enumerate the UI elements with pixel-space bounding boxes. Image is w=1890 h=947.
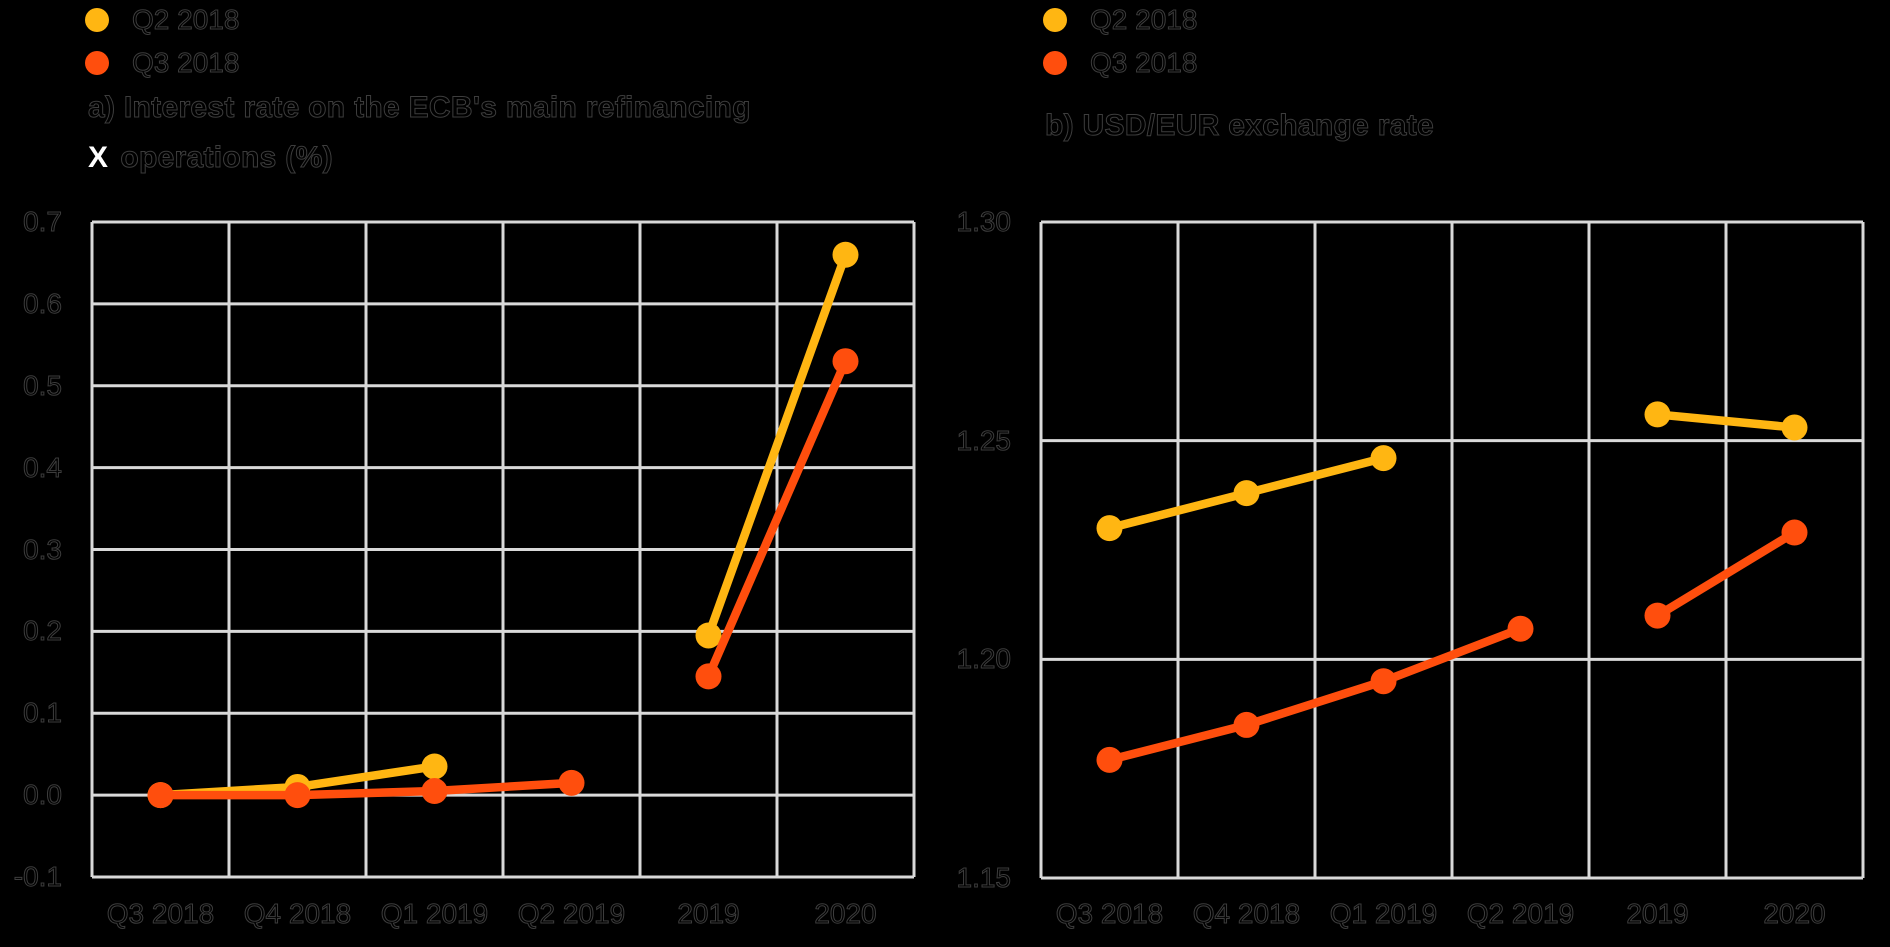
legend-label: Q2 2018	[131, 3, 240, 35]
chart-a-legend: Q2 2018 Q3 2018	[85, 0, 240, 84]
data-point	[421, 778, 448, 805]
x-axis-tick-label: 2020	[814, 898, 877, 930]
x-axis-tick-label: Q4 2018	[1192, 898, 1301, 930]
data-point	[1644, 401, 1671, 428]
data-point	[695, 663, 722, 690]
legend-swatch-icon	[85, 50, 109, 75]
data-point	[1370, 445, 1397, 472]
data-point	[1096, 746, 1123, 773]
x-axis-tick-label: Q3 2018	[106, 898, 215, 930]
x-axis-tick-label: Q1 2019	[1329, 898, 1438, 930]
x-axis-tick-label: Q1 2019	[380, 898, 489, 930]
chart-b-legend: Q2 2018 Q3 2018	[1043, 0, 1198, 84]
y-axis-tick-label: 0.7	[23, 206, 63, 238]
data-point	[832, 348, 859, 375]
data-point	[1781, 519, 1808, 546]
y-axis-tick-label: 1.20	[956, 643, 1012, 675]
data-point	[421, 753, 448, 780]
data-point	[1233, 480, 1260, 507]
data-point	[832, 241, 859, 268]
data-point	[1233, 711, 1260, 738]
chart-a-title: a) Interest rate on the ECB's main refin…	[88, 83, 751, 183]
x-axis-tick-label: Q2 2019	[1466, 898, 1575, 930]
y-axis-tick-label: 0.6	[23, 287, 63, 319]
y-axis-tick-label: 0.1	[23, 697, 63, 729]
data-point	[695, 622, 722, 649]
series-line	[1108, 624, 1523, 765]
y-axis-tick-label: 0.5	[23, 369, 63, 401]
x-axis-tick-label: Q2 2019	[517, 898, 626, 930]
legend-swatch-icon	[1043, 50, 1067, 75]
y-axis-tick-label: 1.15	[956, 862, 1012, 894]
data-point	[1781, 414, 1808, 441]
data-point	[1507, 615, 1534, 642]
series-line	[704, 359, 850, 679]
y-axis-tick-label: 0.0	[23, 779, 63, 811]
legend-label: Q3 2018	[131, 46, 240, 78]
legend-item-q3-2018: Q3 2018	[85, 41, 240, 84]
y-axis-tick-label: 0.4	[23, 451, 63, 483]
y-axis-tick-label: 0.3	[23, 533, 63, 565]
series-line	[1657, 410, 1795, 432]
x-axis-tick-label: Q3 2018	[1055, 898, 1164, 930]
chart-a-title-line2: operations (%)	[120, 141, 333, 175]
legend-swatch-icon	[85, 7, 109, 32]
data-point	[1644, 602, 1671, 629]
data-point	[147, 782, 174, 809]
stray-x-marker: X	[88, 141, 109, 174]
data-point	[558, 769, 585, 796]
y-axis-tick-label: -0.1	[13, 861, 62, 893]
data-point	[284, 782, 311, 809]
data-point	[1370, 668, 1397, 695]
series-line	[1655, 528, 1797, 620]
legend-item-q2-2018: Q2 2018	[85, 0, 240, 41]
x-axis-tick-label: 2019	[677, 898, 740, 930]
chart-a-title-line1: a) Interest rate on the ECB's main refin…	[88, 91, 751, 125]
chart-b-title: b) USD/EUR exchange rate	[1045, 101, 1435, 151]
y-axis-tick-label: 0.2	[23, 615, 63, 647]
x-axis-tick-label: 2019	[1626, 898, 1689, 930]
y-axis-tick-label: 1.25	[956, 424, 1012, 456]
chart-a-plot-area	[90, 220, 916, 879]
x-axis-tick-label: Q4 2018	[243, 898, 352, 930]
x-axis-tick-label: 2020	[1763, 898, 1826, 930]
legend-label: Q2 2018	[1089, 3, 1198, 35]
chart-b-title-text: b) USD/EUR exchange rate	[1045, 109, 1435, 143]
legend-label: Q3 2018	[1089, 46, 1198, 78]
legend-item-q3-2018: Q3 2018	[1043, 41, 1198, 84]
series-line	[160, 778, 572, 800]
legend-item-q2-2018: Q2 2018	[1043, 0, 1198, 41]
y-axis-tick-label: 1.30	[956, 206, 1012, 238]
data-point	[1096, 515, 1123, 542]
series-line	[704, 253, 850, 637]
legend-swatch-icon	[1043, 7, 1067, 32]
chart-b-plot-area	[1039, 220, 1865, 880]
